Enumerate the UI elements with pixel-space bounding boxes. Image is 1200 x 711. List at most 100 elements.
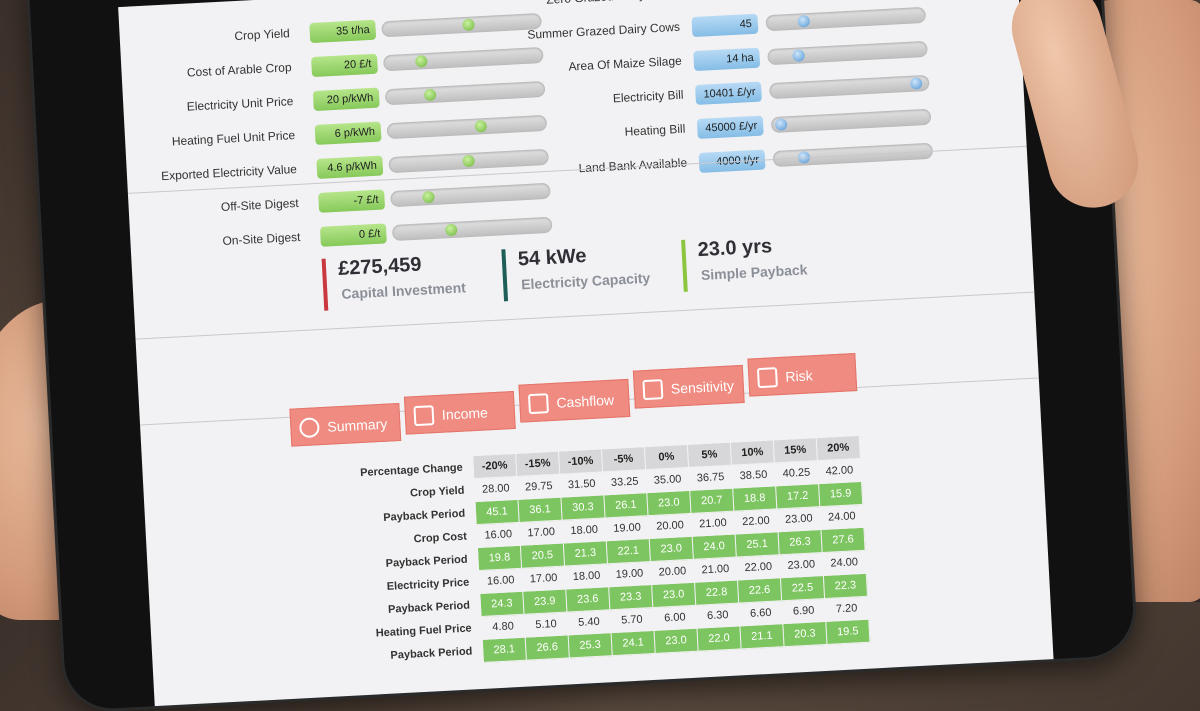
metric-label: Simple Payback bbox=[700, 261, 808, 283]
input-label: Electricity Bill bbox=[612, 87, 684, 106]
sensitivity-table: Percentage Change -20% -15% -10% -5% 0% 5% 10% 1… bbox=[292, 435, 870, 672]
input-label: Zero Grazed Dairy Cows bbox=[518, 0, 679, 8]
tab-label: Income bbox=[441, 404, 489, 423]
table-cell: 23.0 bbox=[649, 536, 694, 562]
slider-track[interactable] bbox=[381, 13, 542, 38]
table-cell: 23.00 bbox=[787, 558, 816, 572]
table-cell: 28.00 bbox=[481, 482, 510, 496]
table-cell: 7.20 bbox=[835, 602, 858, 616]
table-cell: 26.6 bbox=[525, 634, 570, 661]
table-cell: 28.1 bbox=[482, 637, 527, 663]
tab-summary[interactable]: Summary bbox=[289, 402, 402, 447]
table-cell: 15.9 bbox=[818, 481, 863, 507]
table-cell: 26.1 bbox=[603, 492, 648, 518]
input-label: Summer Grazed Dairy Cows bbox=[527, 19, 681, 42]
table-cell: 22.1 bbox=[606, 538, 651, 564]
slider-handle[interactable] bbox=[415, 55, 428, 68]
column-header: 0% bbox=[644, 444, 689, 470]
slider-handle[interactable] bbox=[422, 190, 435, 204]
table-cell: 25.3 bbox=[568, 632, 613, 658]
slider-track[interactable] bbox=[767, 40, 928, 66]
table-cell: 5.10 bbox=[535, 618, 558, 632]
table-cell: 21.3 bbox=[563, 540, 608, 567]
table-cell: 6.90 bbox=[792, 604, 815, 618]
slider-handle[interactable] bbox=[797, 14, 811, 28]
input-label: Exported Electricity Value bbox=[160, 162, 298, 184]
input-label: Cost of Arable Crop bbox=[186, 60, 292, 80]
table-cell: 22.0 bbox=[696, 625, 742, 652]
slider-handle[interactable] bbox=[423, 88, 437, 102]
table-cell: 19.00 bbox=[615, 567, 644, 581]
column-header: -15% bbox=[515, 451, 560, 477]
slider-track[interactable] bbox=[390, 182, 551, 208]
table-cell: 6.00 bbox=[663, 611, 686, 625]
table-cell: 22.5 bbox=[780, 575, 825, 601]
table-cell: 5.70 bbox=[620, 613, 643, 627]
slider-track[interactable] bbox=[388, 148, 549, 174]
table-cell: 20.7 bbox=[689, 488, 734, 514]
input-value[interactable]: 4.6 p/kWh bbox=[316, 155, 384, 179]
tab-risk[interactable]: Risk bbox=[747, 353, 858, 397]
table-cell: 17.00 bbox=[529, 571, 558, 586]
slider-handle[interactable] bbox=[910, 77, 923, 90]
table-cell: 23.3 bbox=[608, 584, 653, 610]
table-cell: 21.00 bbox=[698, 516, 728, 531]
tab-label: Summary bbox=[326, 415, 388, 435]
table-cell: 20.3 bbox=[782, 621, 827, 647]
input-value[interactable]: 20 £/t bbox=[311, 53, 378, 78]
slider-handle[interactable] bbox=[462, 18, 475, 32]
table-cell: 30.3 bbox=[560, 494, 606, 521]
table-cell: 26.3 bbox=[778, 529, 823, 555]
right-input-panel: Zero Grazed Dairy Cows Summer Grazed Dair… bbox=[118, 0, 1017, 175]
table-cell: 22.8 bbox=[694, 579, 739, 606]
table-cell: 24.0 bbox=[692, 534, 737, 560]
slider-track[interactable] bbox=[383, 46, 544, 72]
tab-sensitivity[interactable]: Sensitivity bbox=[632, 364, 745, 409]
input-value[interactable]: 0 £/t bbox=[319, 223, 387, 247]
slider-track[interactable] bbox=[770, 108, 932, 134]
input-value[interactable]: 10401 £/yr bbox=[695, 81, 762, 106]
column-header: 20% bbox=[816, 435, 861, 461]
table-cell: 24.3 bbox=[479, 591, 524, 617]
slider-handle[interactable] bbox=[462, 154, 475, 168]
tab-income[interactable]: Income bbox=[403, 390, 516, 435]
slider-track[interactable] bbox=[386, 114, 548, 140]
slider-handle[interactable] bbox=[474, 119, 488, 133]
input-value[interactable]: 20 p/kWh bbox=[312, 87, 380, 112]
input-value[interactable]: 14 ha bbox=[693, 47, 761, 72]
table-cell: 6.30 bbox=[706, 609, 729, 623]
table-cell: 21.00 bbox=[701, 562, 730, 577]
metric-label: Electricity Capacity bbox=[520, 269, 651, 293]
slider-handle[interactable] bbox=[774, 118, 788, 131]
table-cell: 18.00 bbox=[572, 569, 601, 584]
table-cell: 24.00 bbox=[827, 510, 856, 524]
input-value[interactable]: 45000 £/yr bbox=[696, 115, 764, 139]
table-cell: 22.3 bbox=[823, 573, 868, 599]
slider-track[interactable] bbox=[769, 74, 930, 100]
table-icon bbox=[642, 379, 664, 401]
tab-cashflow[interactable]: Cashflow bbox=[518, 378, 631, 423]
column-header: -10% bbox=[558, 448, 603, 475]
slider-track[interactable] bbox=[384, 80, 546, 106]
table-cell: 45.1 bbox=[475, 499, 520, 525]
metric-value: 23.0 yrs bbox=[697, 235, 773, 262]
table-cell: 4.80 bbox=[492, 620, 515, 634]
input-value[interactable]: 45 bbox=[691, 13, 759, 38]
input-label: On-Site Digest bbox=[222, 229, 301, 248]
table-cell: 33.25 bbox=[610, 475, 639, 489]
input-value[interactable]: 6 p/kWh bbox=[314, 121, 382, 145]
table-cell: 16.00 bbox=[484, 528, 513, 542]
column-header: -5% bbox=[601, 446, 646, 472]
table-cell: 16.00 bbox=[486, 574, 515, 588]
table-cell: 23.0 bbox=[646, 490, 691, 516]
slider-track[interactable] bbox=[391, 216, 553, 242]
input-value[interactable]: -7 £/t bbox=[318, 189, 386, 213]
table-cell: 18.00 bbox=[570, 523, 599, 538]
slider-handle[interactable] bbox=[792, 49, 805, 62]
slider-track[interactable] bbox=[765, 6, 927, 32]
input-value[interactable]: 35 t/ha bbox=[309, 19, 377, 44]
table-cell: 6.60 bbox=[749, 606, 772, 620]
table-cell: 22.00 bbox=[741, 514, 770, 529]
divider bbox=[135, 291, 1035, 340]
slider-handle[interactable] bbox=[444, 223, 458, 237]
